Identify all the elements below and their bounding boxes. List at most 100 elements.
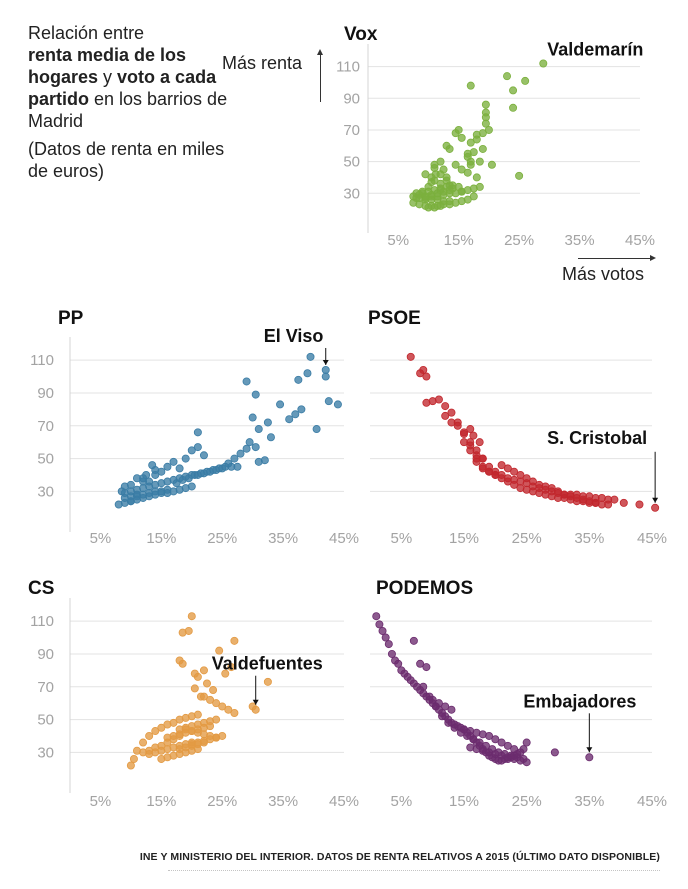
scatter-point [604, 500, 613, 509]
annotation-label: S. Cristobal [547, 428, 647, 448]
scatter-point [497, 461, 506, 470]
scatter-point [427, 173, 436, 182]
x-tick-label: 5% [387, 232, 409, 249]
scatter-point [478, 464, 487, 473]
scatter-point [503, 72, 512, 81]
intro-mid: y [98, 67, 118, 87]
scatter-point [451, 129, 460, 138]
y-tick-label: 90 [37, 646, 54, 663]
scatter-point [230, 709, 239, 718]
scatter-point [251, 443, 260, 452]
scatter-point [312, 425, 321, 434]
intro-note: (Datos de renta en miles de euros) [28, 139, 225, 181]
source-divider [168, 870, 660, 871]
scatter-point [460, 438, 469, 447]
scatter-svg-podemos: 5% 15% 25% 35% 45% PODEMOS Embajadores [370, 578, 667, 810]
scatter-point [157, 754, 166, 763]
scatter-point [163, 733, 172, 742]
scatter-point [510, 480, 519, 489]
scatter-point [199, 692, 208, 701]
scatter-point [441, 402, 450, 411]
scatter-point [375, 620, 384, 629]
x-tick-label: 5% [390, 530, 412, 547]
scatter-point [184, 626, 193, 635]
scatter-point [442, 173, 451, 182]
panel-title: CS [28, 578, 54, 599]
scatter-point [510, 745, 519, 754]
scatter-point [384, 640, 393, 649]
scatter-panel-pp: 30 50 70 90 110 5% 15% 25% 35% 45% PP El Viso [24, 303, 359, 553]
scatter-point [215, 646, 224, 655]
y-tick-label: 70 [37, 418, 54, 435]
scatter-point [481, 119, 490, 128]
y-tick-label: 90 [343, 90, 360, 107]
scatter-point [175, 464, 184, 473]
panel-title: PSOE [368, 308, 421, 329]
scatter-point [509, 86, 518, 95]
annotation-arrowhead [252, 699, 259, 705]
y-tick-label: 70 [343, 122, 360, 139]
scatter-point [485, 467, 494, 476]
y-direction-label: Más renta [222, 53, 303, 73]
scatter-point [199, 666, 208, 675]
scatter-point [263, 418, 272, 427]
scatter-point [463, 149, 472, 158]
x-tick-label: 25% [504, 232, 534, 249]
scatter-point [303, 369, 312, 378]
scatter-point [460, 428, 469, 437]
scatter-point [472, 451, 481, 460]
scatter-point [585, 753, 594, 762]
scatter-point [372, 612, 381, 621]
scatter-point [497, 738, 506, 747]
scatter-point [416, 659, 425, 668]
scatter-point [481, 100, 490, 109]
scatter-point [651, 503, 660, 512]
scatter-point [438, 712, 447, 721]
scatter-point [485, 731, 494, 740]
scatter-point [635, 500, 644, 509]
scatter-point [212, 699, 221, 708]
annotation-label: Embajadores [523, 691, 636, 711]
annotation-label: Valdemarín [547, 39, 643, 59]
scatter-panel-vox: 30 50 70 90 110 5% 15% 25% 35% 45% Vox Valdemarín [336, 20, 660, 250]
scatter-point [297, 405, 306, 414]
scatter-point [521, 76, 530, 85]
scatter-point [447, 418, 456, 427]
scatter-point [450, 723, 459, 732]
scatter-point [466, 160, 475, 169]
scatter-point [491, 470, 500, 479]
scatter-point [428, 695, 437, 704]
scatter-point [306, 352, 315, 361]
scatter-point [126, 497, 135, 506]
scatter-point [199, 451, 208, 460]
scatter-point [539, 59, 548, 68]
scatter-point [419, 682, 428, 691]
scatter-point [333, 400, 342, 409]
scatter-point [472, 173, 481, 182]
scatter-point [169, 457, 178, 466]
scatter-panel-cs: 30 50 70 90 110 5% 15% 25% 35% 45% CS Valdefuentes [24, 572, 359, 817]
scatter-point [463, 168, 472, 177]
scatter-point [187, 740, 196, 749]
x-tick-label: 15% [444, 232, 474, 249]
scatter-point [245, 438, 254, 447]
scatter-point [387, 649, 396, 658]
intro-line1: Relación entre [28, 23, 145, 43]
x-tick-label: 35% [268, 530, 298, 547]
y-tick-label: 110 [30, 352, 54, 369]
scatter-point [503, 464, 512, 473]
scatter-point [145, 750, 154, 759]
scatter-point [445, 186, 454, 195]
scatter-point [285, 415, 294, 424]
scatter-point [230, 636, 239, 645]
x-tick-label: 25% [512, 530, 542, 547]
scatter-svg-cs: 30 50 70 90 110 5% 15% 25% 35% 45% CS Valdefuentes [28, 578, 359, 810]
scatter-point [436, 201, 445, 210]
y-tick-label: 50 [37, 451, 54, 468]
scatter-svg-psoe: 5% 15% 25% 35% 45% PSOE S. Cristobal [368, 308, 667, 547]
scatter-point [251, 390, 260, 399]
scatter-point [227, 462, 236, 471]
y-tick-label: 50 [37, 712, 54, 729]
scatter-point [218, 702, 227, 711]
scatter-point [202, 679, 211, 688]
